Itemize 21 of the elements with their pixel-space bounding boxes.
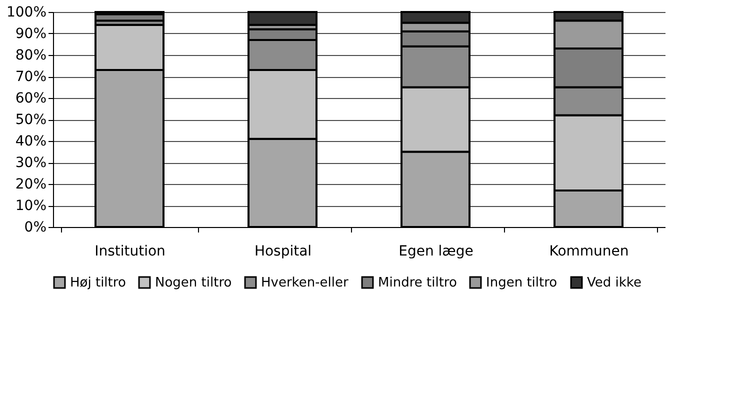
y-tick-label: 30% — [15, 155, 46, 171]
y-tick-label: 0% — [24, 220, 46, 236]
y-tick-label: 80% — [15, 48, 46, 64]
y-tick-label: 70% — [15, 69, 46, 85]
legend-label: Hverken-eller — [261, 276, 350, 291]
legend-label: Ingen tiltro — [486, 276, 558, 291]
y-tick-label: 10% — [15, 198, 46, 214]
x-tick-label: Hospital — [254, 244, 312, 260]
legend-label: Mindre tiltro — [378, 276, 457, 291]
legend-label: Ved ikke — [587, 276, 642, 291]
x-tick-label: Egen læge — [398, 244, 474, 260]
legend-label: Høj tiltro — [70, 276, 126, 291]
y-tick-label: 100% — [6, 4, 46, 20]
y-tick-label: 20% — [15, 176, 46, 192]
y-tick-label: 90% — [15, 26, 46, 42]
x-tick-label: Kommunen — [549, 244, 629, 260]
legend-label: Nogen tiltro — [155, 276, 232, 291]
y-tick-label: 40% — [15, 134, 46, 150]
y-tick-label: 60% — [15, 90, 46, 106]
y-tick-label: 50% — [15, 112, 46, 128]
x-tick-label: Institution — [94, 244, 166, 260]
